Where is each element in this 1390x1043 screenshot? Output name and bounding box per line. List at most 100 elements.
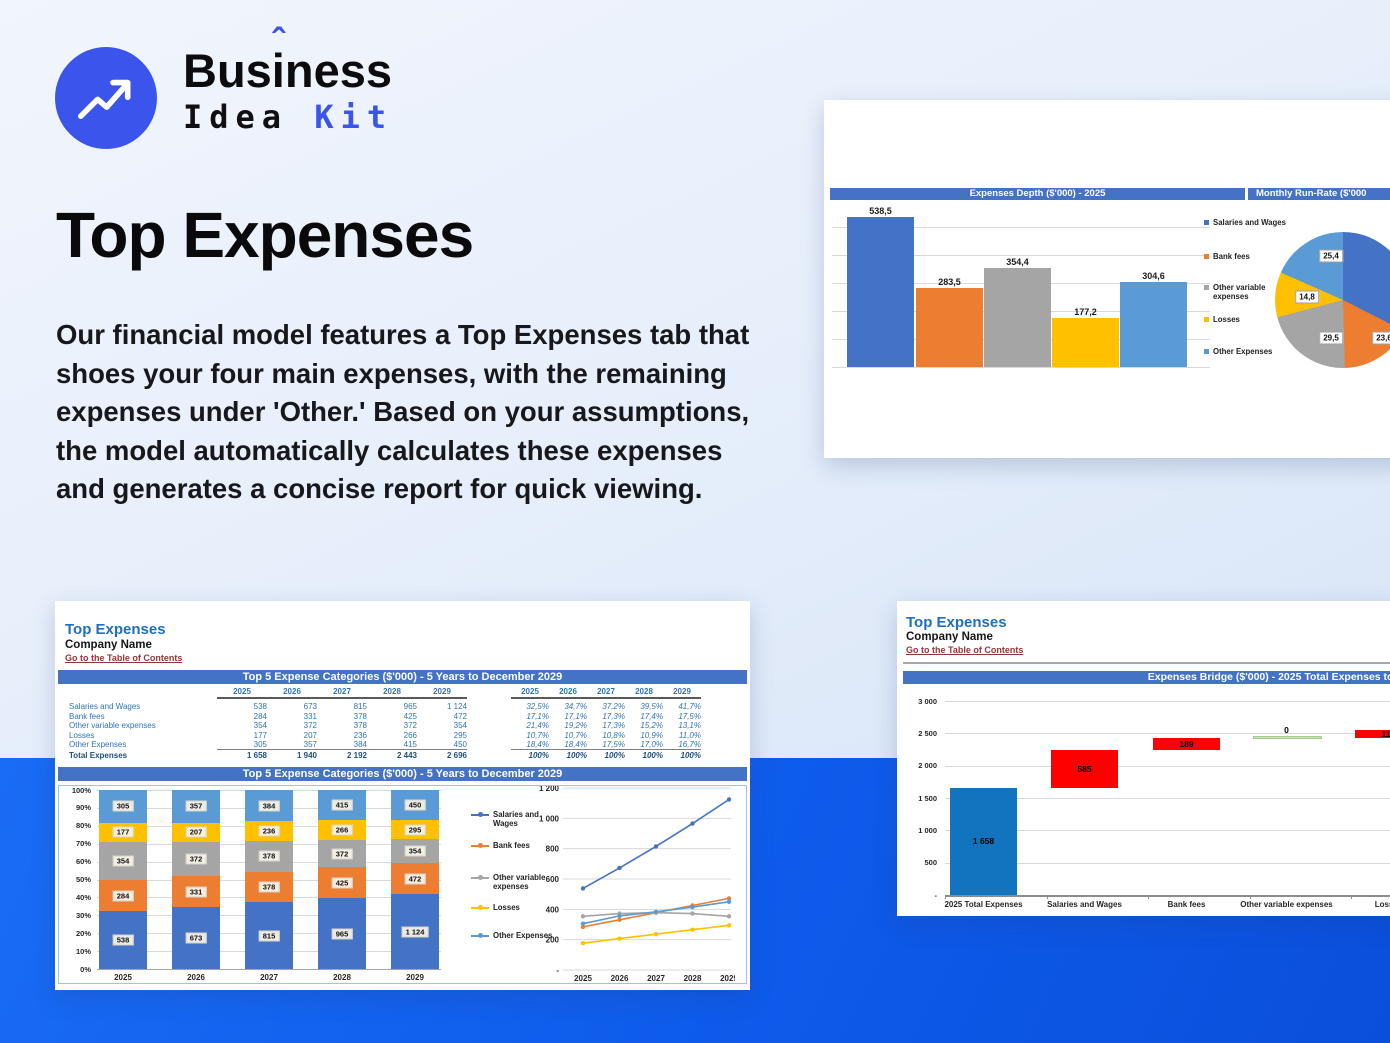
y-axis-tick-label: 3 000 xyxy=(918,696,937,706)
table-of-contents-link[interactable]: Go to the Table of Contents xyxy=(906,645,1024,655)
data-point-marker xyxy=(690,911,695,916)
x-axis-category-label: 2027 xyxy=(260,973,278,982)
y-axis-tick-label: 800 xyxy=(546,845,560,854)
line-chart-svg: 1 200 1 000 800 600 400 200 - 2025 2026 2027 2028 2… xyxy=(539,784,738,983)
bar-value-label: 177,2 xyxy=(1074,306,1097,317)
segment-value-label: 378 xyxy=(258,850,280,862)
percent-cell: 32,5% xyxy=(526,702,549,712)
brand-wordmark: Busi ˆ ness Idea Kit xyxy=(183,24,393,136)
value-cell: 331 xyxy=(303,711,317,721)
year-header-cell: 2026 xyxy=(549,687,587,700)
data-point-marker xyxy=(653,844,659,849)
percent-cell: 34,7% xyxy=(564,702,587,712)
bar-value-label: 283,5 xyxy=(938,277,961,288)
table-title-bar: Top 5 Expense Categories ($'000) - 5 Yea… xyxy=(58,670,747,684)
y-axis-tick-label: 600 xyxy=(546,875,560,884)
year-header-cell: 2029 xyxy=(417,687,467,700)
percent-cell: 39,5% xyxy=(640,702,663,712)
year-header-cell: 2028 xyxy=(367,687,417,700)
value-cell: 415 xyxy=(367,740,417,751)
x-axis-category-label: 2026 xyxy=(611,974,629,983)
y-axis-tick-label: - xyxy=(556,966,559,975)
segment-value-label: 236 xyxy=(258,825,280,837)
percent-cell: 21,4% xyxy=(526,721,549,731)
x-axis-tick xyxy=(1351,895,1353,899)
pie-slice-label: 29,5 xyxy=(1319,331,1343,345)
segment-value-label: 815 xyxy=(258,930,280,942)
bar-value-label: 538,5 xyxy=(869,206,892,216)
table-of-contents-link[interactable]: Go to the Table of Contents xyxy=(65,653,183,663)
x-axis-category-label: Bank fees xyxy=(1167,900,1206,909)
percent-cell: 13,1% xyxy=(678,721,701,731)
data-point-marker xyxy=(617,913,622,919)
segment-value-label: 1 124 xyxy=(401,926,429,938)
legend-item: Other variable expenses xyxy=(1204,283,1288,301)
waterfall-value-label: 118 xyxy=(1381,728,1390,739)
x-axis-category-label: 2027 xyxy=(647,974,665,983)
screenshot-expenses-bridge-card: Top Expenses Company Name Go to the Tabl… xyxy=(897,601,1390,916)
legend-item: Salaries and Wages xyxy=(1204,218,1288,227)
legend-label: Losses xyxy=(493,903,520,912)
chart-title-bar-monthly-run-rate: Monthly Run-Rate ($'000 xyxy=(1248,188,1390,200)
company-name: Company Name xyxy=(65,639,152,651)
year-header-cell: 2029 xyxy=(663,687,701,700)
waterfall-value-label: 1 658 xyxy=(972,836,995,847)
expenses-depth-bar-chart: 538,5 283,5 354,4 177,2 304,6 xyxy=(832,202,1237,387)
year-header-cell: 2027 xyxy=(587,687,625,700)
percent-cell: 16,7% xyxy=(663,740,701,751)
percent-cell: 17,3% xyxy=(602,711,625,721)
x-axis-tick xyxy=(1249,895,1251,899)
y-axis-tick-label: 2 500 xyxy=(918,728,937,738)
table-spacer-cell xyxy=(467,702,511,711)
total-percent-cell: 100% xyxy=(680,751,701,761)
table-row: Bank fees 284 331 378 425 472 17,1% 17,1% 17,3% 1… xyxy=(69,712,739,721)
y-axis-tick-label: 1 000 xyxy=(918,825,937,835)
legend-line-marker-icon xyxy=(471,841,489,850)
y-axis-tick-label: 40% xyxy=(75,892,91,902)
total-value-cell: 1 658 xyxy=(246,751,267,761)
segment-value-label: 331 xyxy=(185,886,207,898)
value-cell: 207 xyxy=(303,730,317,740)
x-axis-category-label: Other variable expenses xyxy=(1240,900,1333,909)
total-value-cell: 2 696 xyxy=(446,751,467,761)
segment-value-label: 372 xyxy=(331,848,353,860)
depth-bar xyxy=(984,268,1051,367)
legend-item: Other Expenses xyxy=(1204,347,1288,356)
segment-value-label: 266 xyxy=(331,824,353,836)
gridline xyxy=(945,830,1390,832)
legend-label: Losses xyxy=(1213,315,1240,324)
segment-value-label: 295 xyxy=(404,824,426,836)
stacked-bar-chart: 100% 90% 80% 70% 60% 50% 40% 30% 20% 10% 0% 538 284 3… xyxy=(63,785,463,983)
legend-swatch xyxy=(1204,254,1209,259)
y-axis-tick-label: 100% xyxy=(71,785,91,795)
data-point-marker xyxy=(580,924,586,930)
legend-swatch xyxy=(1204,349,1209,354)
percent-cell: 18,4% xyxy=(549,740,587,751)
segment-value-label: 372 xyxy=(185,853,207,865)
segment-value-label: 357 xyxy=(185,800,207,812)
x-axis-line xyxy=(945,895,1390,897)
value-cell: 450 xyxy=(417,740,467,751)
pie-slice-label: 25,4 xyxy=(1319,249,1343,263)
percent-cell: 17,5% xyxy=(678,711,701,721)
data-point-marker xyxy=(580,914,586,919)
value-cell: 1 124 xyxy=(446,702,467,712)
percent-cell: 10,8% xyxy=(602,730,625,740)
value-cell: 372 xyxy=(403,721,417,731)
table-row: Salaries and Wages 538 673 815 965 1 124 32,5%… xyxy=(69,702,739,711)
data-point-marker xyxy=(617,917,622,922)
row-label-cell: Bank fees xyxy=(69,711,105,721)
x-axis-category-label: 2025 xyxy=(574,974,592,983)
gridline xyxy=(945,733,1390,735)
x-axis-category-label: 2028 xyxy=(333,973,351,982)
data-point-marker xyxy=(726,914,732,919)
expense-table: 2025 2026 2027 2028 2029 2025 2026 2027 2028 2029… xyxy=(69,687,739,761)
series-line xyxy=(582,798,730,890)
growth-arrow-icon xyxy=(78,79,131,119)
pie-slice-label: 14,8 xyxy=(1295,290,1319,304)
percent-cell: 18,4% xyxy=(511,740,549,751)
table-corner-cell xyxy=(69,687,217,699)
legend-line-marker-icon xyxy=(471,903,489,912)
gridline xyxy=(832,227,1210,228)
data-point-marker xyxy=(617,936,622,941)
